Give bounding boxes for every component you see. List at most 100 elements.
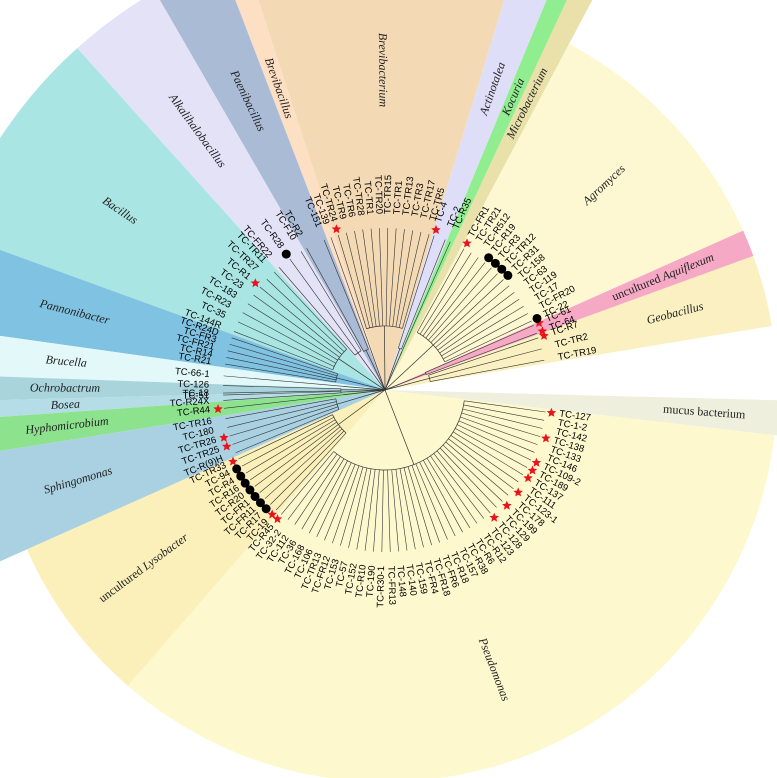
branch [365,350,386,391]
branch [439,447,497,508]
leaf-label: TC-R30-1 [375,566,387,608]
branch [238,414,333,460]
circle-marker [261,504,271,514]
branch [301,458,345,530]
leaf-label: TC-R44 [176,404,210,419]
branch [458,420,535,453]
branch [223,375,344,387]
branch [340,466,364,546]
circle-marker [232,464,242,474]
branch [419,461,456,537]
branch [345,232,370,328]
circle-marker [240,478,250,488]
star-marker [462,238,472,248]
branch [422,257,479,337]
branch [411,465,440,543]
branch [395,469,408,551]
branch [254,424,339,487]
branch [259,286,342,355]
branch [391,469,399,552]
star-marker [534,318,544,327]
clade-sector [127,390,775,778]
branch [289,258,359,353]
branch [455,428,528,468]
branch [366,325,403,330]
branch [354,230,374,328]
branch [323,239,369,350]
branch [456,424,532,461]
branch [231,337,338,375]
branch [460,416,538,445]
clade-sector [0,390,385,417]
star-marker [539,330,549,340]
branch [416,248,465,333]
star-marker [531,457,542,467]
branch [384,373,426,391]
branch [462,408,543,429]
branch [426,333,537,375]
leaf-label: TC-1-2 [557,418,588,434]
branch [441,305,524,357]
branch [435,285,510,348]
star-marker [502,500,512,510]
clade-sector [0,390,385,451]
branch [259,426,341,493]
branch [448,438,514,489]
clade-name: Ochrobactrum [30,380,101,394]
branch [370,350,386,391]
branch [398,235,435,349]
clade-label: Brucella [45,352,87,370]
branch [452,431,524,476]
branch [362,229,377,327]
clade-name: Brevibacterium [376,33,391,108]
branch [385,228,389,327]
clade-label: mucus bacterium [663,401,747,421]
star-marker [489,512,499,522]
branch [428,267,492,341]
branch [436,450,491,514]
branch [439,298,520,354]
star-marker [331,224,342,234]
branch [337,234,367,329]
leaf-label: TC-66-1 [174,366,210,380]
branch [463,404,545,421]
leaf-label: TC-R10 [354,564,369,598]
branch [356,468,372,550]
branch [343,389,386,396]
branch [330,237,372,351]
star-marker [513,487,523,497]
clade-sector [0,376,385,401]
branch [389,228,397,327]
circle-marker [503,270,513,280]
star-marker [219,432,229,442]
branch [407,466,432,546]
branch [336,377,386,391]
clade-sector [235,0,385,390]
leaf-label: TC-51 [183,390,210,402]
clade-label: Brevibacterium [376,33,391,108]
circle-marker [490,258,500,268]
branch [273,271,347,350]
branch [401,239,446,350]
star-marker [272,514,283,524]
clade-sector [0,249,385,390]
leaf-label: TC-18 [183,388,210,399]
star-marker [213,404,223,414]
branch [430,273,498,343]
leaf-label: TC-FR13 [385,566,397,605]
star-marker [228,456,238,466]
branch [300,251,362,351]
leaf-label: TC-126 [177,379,209,391]
leaf-label: TC-TR1 [361,181,375,216]
star-marker [222,441,232,451]
branch [237,321,335,367]
branch [442,444,503,502]
branch [403,467,424,548]
branch [450,435,519,483]
branch [278,267,356,356]
branch [425,262,486,339]
circle-marker [250,491,260,501]
star-marker [541,433,551,443]
branch [437,292,515,351]
